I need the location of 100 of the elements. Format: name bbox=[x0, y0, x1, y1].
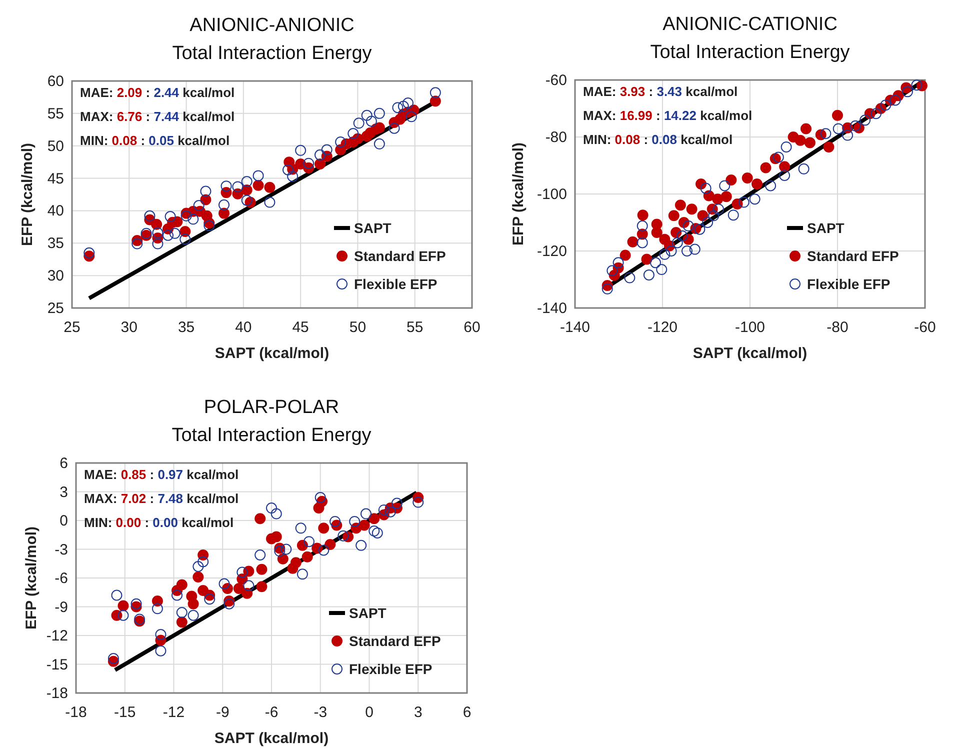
point bbox=[303, 536, 314, 548]
point bbox=[243, 580, 254, 592]
point bbox=[378, 504, 390, 516]
point bbox=[180, 234, 191, 245]
point bbox=[651, 226, 662, 238]
point bbox=[349, 516, 360, 527]
point bbox=[666, 246, 677, 256]
x-axis-title: SAPT (kcal/mol) bbox=[214, 345, 330, 362]
point bbox=[176, 616, 188, 628]
point bbox=[728, 210, 739, 221]
point bbox=[132, 238, 143, 250]
point bbox=[656, 264, 668, 276]
point bbox=[850, 120, 861, 132]
point bbox=[164, 211, 176, 222]
point bbox=[779, 170, 790, 181]
point bbox=[192, 561, 204, 572]
point bbox=[676, 230, 688, 242]
point bbox=[388, 122, 400, 134]
x-tick-label: -3 bbox=[314, 704, 328, 721]
point bbox=[176, 607, 188, 618]
point bbox=[152, 603, 163, 614]
point bbox=[254, 513, 266, 524]
legend-label: SAPT bbox=[807, 220, 845, 236]
y-tick-label: 45 bbox=[47, 170, 64, 188]
x-tick-label: 55 bbox=[406, 319, 424, 336]
annotation: MIN: 0.08 : 0.05 kcal/mol bbox=[80, 133, 230, 148]
point bbox=[902, 86, 913, 98]
point bbox=[218, 578, 230, 590]
y-tick-label: 30 bbox=[47, 268, 64, 285]
point bbox=[682, 220, 694, 232]
point bbox=[804, 137, 816, 148]
point bbox=[374, 108, 385, 119]
y-axis-title: EFP (kcal/mol) bbox=[23, 526, 40, 630]
point bbox=[702, 217, 714, 228]
point bbox=[303, 158, 314, 169]
y-tick-label: -15 bbox=[46, 656, 68, 674]
y-tick-label: 35 bbox=[47, 235, 64, 252]
y-tick-label: -60 bbox=[545, 72, 567, 89]
point bbox=[274, 546, 286, 557]
point bbox=[192, 572, 204, 583]
point bbox=[719, 180, 730, 192]
point bbox=[252, 170, 264, 182]
point bbox=[180, 226, 191, 237]
point bbox=[674, 200, 686, 211]
x-tick-label: -80 bbox=[826, 319, 848, 336]
point bbox=[742, 172, 753, 184]
point bbox=[832, 123, 844, 134]
point bbox=[713, 204, 724, 215]
point bbox=[266, 502, 277, 514]
point bbox=[296, 568, 308, 580]
y-tick-label: 50 bbox=[47, 138, 64, 155]
point bbox=[870, 108, 882, 120]
point bbox=[241, 194, 252, 206]
legend-label: SAPT bbox=[354, 220, 392, 236]
x-tick-label: -120 bbox=[647, 319, 678, 336]
point bbox=[338, 530, 349, 542]
point bbox=[402, 98, 414, 109]
point bbox=[708, 210, 720, 222]
point bbox=[749, 194, 760, 205]
point bbox=[118, 610, 129, 621]
y-axis-title: EFP (kcal/mol) bbox=[19, 142, 36, 246]
point bbox=[374, 138, 385, 150]
y-tick-label: 3 bbox=[60, 484, 68, 501]
point bbox=[324, 538, 336, 550]
point bbox=[361, 110, 372, 121]
point bbox=[353, 118, 364, 129]
point bbox=[169, 228, 180, 239]
legend-label: Flexible EFP bbox=[807, 276, 890, 292]
point bbox=[823, 141, 834, 152]
point bbox=[650, 257, 661, 268]
x-tick-label: -9 bbox=[216, 704, 230, 721]
y-tick-label: -6 bbox=[54, 570, 68, 587]
point bbox=[779, 161, 790, 172]
point bbox=[794, 134, 806, 146]
annotation: MAX: 16.99 : 14.22 kcal/mol bbox=[583, 108, 752, 123]
point bbox=[368, 526, 380, 537]
point bbox=[689, 244, 700, 255]
point bbox=[430, 96, 441, 107]
point bbox=[198, 556, 209, 568]
x-tick-label: 60 bbox=[464, 319, 480, 336]
point bbox=[643, 269, 654, 280]
point bbox=[360, 508, 372, 520]
point bbox=[772, 152, 784, 163]
x-tick-label: -100 bbox=[734, 319, 766, 336]
point bbox=[890, 94, 901, 106]
chart-subtitle: Total Interaction Energy bbox=[172, 425, 372, 446]
chart-subtitle: Total Interaction Energy bbox=[172, 43, 372, 64]
chart-title: POLAR-POLAR bbox=[204, 397, 340, 418]
point bbox=[358, 520, 370, 531]
annotation: MAE: 3.93 : 3.43 kcal/mol bbox=[583, 84, 738, 99]
annotation: MAX: 6.76 : 7.44 kcal/mol bbox=[80, 109, 235, 124]
point bbox=[152, 227, 164, 238]
point bbox=[295, 522, 306, 534]
point bbox=[290, 557, 302, 568]
point bbox=[218, 208, 230, 219]
point bbox=[712, 194, 724, 205]
point bbox=[348, 128, 359, 140]
x-tick-label: 45 bbox=[292, 319, 309, 336]
point bbox=[620, 250, 631, 261]
point bbox=[314, 149, 326, 160]
